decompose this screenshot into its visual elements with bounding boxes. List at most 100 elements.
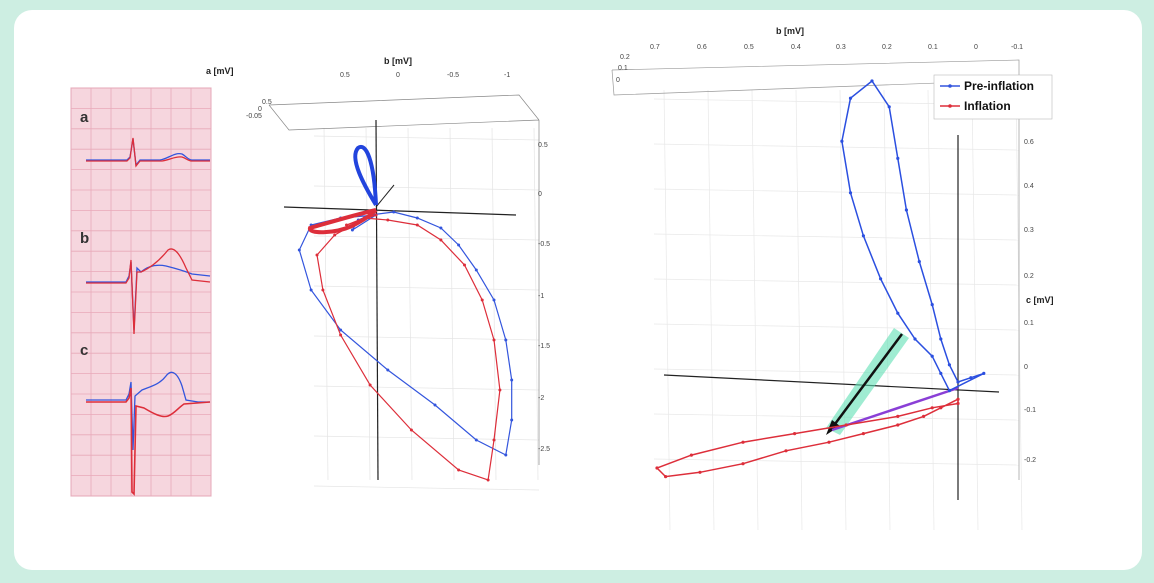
left-axis-vertical — [375, 119, 379, 481]
right-legend: Pre-inflation Inflation — [933, 74, 1053, 120]
right-inflation-point — [956, 401, 960, 406]
left-c-tick-6: -2.5 — [538, 446, 550, 453]
left-b-tick-1: 0 — [396, 72, 400, 79]
right-b-axis-label: b [mV] — [776, 26, 804, 36]
right-b-tick-2: 0.5 — [744, 44, 754, 51]
left-inflation-point — [345, 223, 348, 227]
left-blue-small-loop — [353, 144, 378, 207]
right-pre-inflation-point — [939, 337, 943, 341]
left-pre-inflation-point — [439, 226, 443, 230]
left-axis-horizontal — [283, 206, 517, 216]
right-inflation-point — [741, 440, 745, 444]
right-grid-hline — [653, 368, 1020, 376]
legend-marker-pre-inflation — [948, 84, 952, 88]
right-series-inflation — [655, 397, 959, 478]
right-box-edges — [611, 59, 1020, 480]
right-inflation-point — [664, 475, 668, 479]
left-pre-inflation-point — [474, 268, 478, 272]
left-b-axis-label: b [mV] — [384, 56, 412, 66]
right-grid-hline — [653, 323, 1020, 331]
left-grid-hline — [313, 235, 540, 241]
left-inflation-point — [339, 333, 343, 337]
left-axis-depth — [375, 184, 395, 208]
right-grid-hline — [653, 188, 1020, 196]
left-inflation-point — [457, 468, 461, 472]
ecg-row-label-b: b — [80, 230, 89, 247]
right-grid-vline — [663, 89, 671, 531]
left-red-small-loop — [308, 208, 378, 235]
ecg-trace-b-red — [86, 248, 211, 335]
ecg-panel: a b c — [70, 87, 212, 497]
left-series-pre-inflation — [298, 211, 513, 456]
right-pre-inflation-point — [904, 208, 909, 212]
left-grid-vline — [407, 127, 413, 481]
right-inflation-point — [956, 397, 960, 401]
left-a-tick-0: 0.5 — [262, 99, 272, 106]
right-grid-vline — [751, 89, 759, 531]
left-c-tick-1: 0 — [538, 191, 542, 198]
left-pre-inflation-point — [350, 228, 354, 232]
right-c-tick-3: 0.2 — [1024, 273, 1034, 280]
ecg-row-label-c: c — [80, 342, 88, 359]
right-inflation-point — [922, 414, 926, 418]
left-inflation-point — [321, 288, 325, 292]
left-pre-inflation-point — [504, 338, 508, 342]
right-b-tick-3: 0.4 — [791, 44, 801, 51]
right-pre-inflation-point — [861, 234, 866, 238]
right-grid-vline — [839, 89, 847, 531]
left-pre-inflation-point — [504, 453, 508, 457]
right-inflation-point — [844, 423, 848, 427]
left-c-tick-5: -2 — [538, 395, 544, 402]
legend-marker-inflation — [948, 104, 952, 108]
right-b-tick-6: 0.1 — [928, 44, 938, 51]
right-pre-inflation-point — [930, 354, 934, 358]
left-b-tick-3: -1 — [504, 72, 510, 79]
left-inflation-point — [368, 383, 372, 387]
right-vector-arrow — [830, 333, 904, 429]
right-inflation-point — [655, 466, 659, 470]
left-box-edges — [268, 94, 540, 465]
left-grid-vline — [533, 127, 539, 481]
figure-svg: a b c a [mV] b [mV] 0.5 0 -0.5 -1 0.5 0 … — [70, 26, 1054, 531]
right-grid-hline — [653, 458, 1020, 466]
left-pre-inflation-point — [433, 403, 437, 407]
left-grid-hline — [313, 435, 540, 441]
right-inflation-point — [827, 440, 831, 444]
left-c-tick-2: -0.5 — [538, 241, 550, 248]
right-pre-inflation-point — [939, 371, 943, 375]
right-grid-vline — [707, 89, 715, 531]
legend-box — [933, 74, 1053, 120]
left-pre-inflation-point — [309, 288, 313, 292]
left-c-tick-4: -1.5 — [538, 343, 550, 350]
left-series-inflation-points — [315, 213, 502, 482]
left-pre-inflation-point — [339, 328, 343, 332]
right-b-tick-4: 0.3 — [836, 44, 846, 51]
right-pre-inflation-point — [848, 96, 853, 100]
left-a-axis-label: a [mV] — [206, 66, 234, 76]
left-inflation-point — [415, 223, 419, 227]
right-c-tick-7: -0.2 — [1024, 457, 1036, 464]
left-series-pre-inflation-points — [297, 210, 514, 457]
left-inflation-point — [409, 428, 413, 432]
right-b-tick-7: 0 — [974, 44, 978, 51]
left-a-tick-2: -0.05 — [246, 113, 262, 120]
left-inflation-point — [498, 388, 502, 392]
right-inflation-point — [861, 432, 866, 436]
left-inflation-point — [486, 478, 490, 482]
left-grid-vline — [365, 127, 371, 481]
left-pre-inflation-point — [457, 243, 461, 247]
right-pre-inflation-point — [913, 337, 917, 341]
left-inflation-point — [463, 263, 466, 267]
right-a-tick-1: 0.1 — [618, 65, 628, 72]
right-c-tick-1: 0.4 — [1024, 183, 1034, 190]
figure-card: a b c a [mV] b [mV] 0.5 0 -0.5 -1 0.5 0 … — [14, 10, 1142, 570]
left-pre-inflation-point — [415, 216, 419, 220]
left-inflation-point — [492, 338, 496, 342]
right-grid-vline — [883, 89, 891, 531]
left-series-inflation — [316, 214, 501, 481]
right-pre-inflation-point — [982, 371, 986, 375]
right-grid-hline — [653, 278, 1020, 286]
ecg-trace-c-blue — [86, 371, 210, 451]
left-grid-hline — [313, 485, 540, 491]
left-inflation-point — [492, 438, 496, 442]
